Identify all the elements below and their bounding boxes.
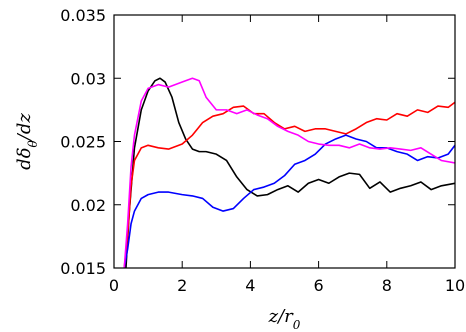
series-line-2 bbox=[123, 101, 455, 268]
series-layer bbox=[123, 77, 455, 268]
ticks-layer bbox=[113, 14, 456, 269]
x-tick-label: 0 bbox=[109, 276, 119, 295]
tick-labels-layer: 0 2 4 6 8 10 0.015 0.02 0.025 0.03 0.035 bbox=[60, 6, 465, 295]
x-tick-label: 2 bbox=[177, 276, 187, 295]
x-tick-label: 8 bbox=[382, 276, 392, 295]
x-tick-label: 4 bbox=[245, 276, 255, 295]
series-line-4 bbox=[123, 77, 455, 268]
x-tick-label: 10 bbox=[445, 276, 465, 295]
x-tick-label: 6 bbox=[314, 276, 324, 295]
x-axis-label: z/r0 bbox=[268, 306, 301, 332]
plot-frame bbox=[113, 14, 456, 269]
series-line-3 bbox=[123, 134, 455, 268]
y-tick-label: 0.02 bbox=[70, 196, 106, 215]
y-axis-label: dδθ/dz bbox=[14, 113, 40, 170]
y-tick-label: 0.035 bbox=[60, 6, 106, 25]
y-tick-label: 0.03 bbox=[70, 69, 106, 88]
y-tick-label: 0.025 bbox=[60, 133, 106, 152]
y-tick-label: 0.015 bbox=[60, 259, 106, 278]
series-line-1 bbox=[125, 77, 455, 268]
